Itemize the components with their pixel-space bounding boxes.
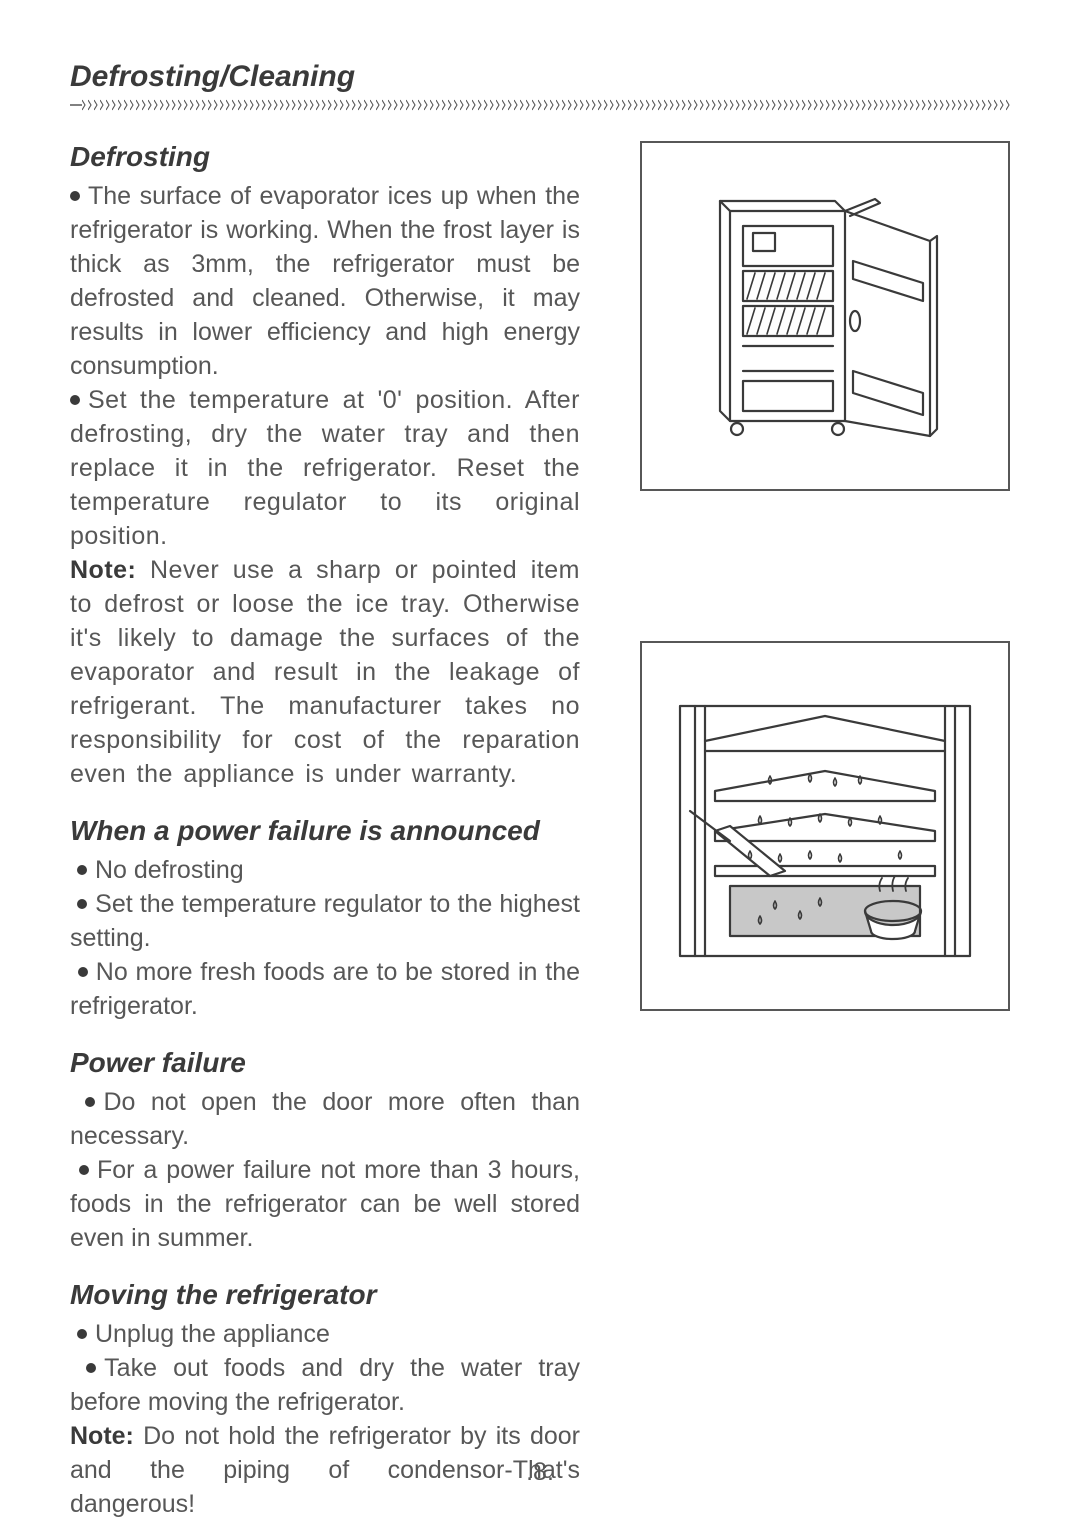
note-label: Note: [70, 1422, 134, 1450]
list-item: For a power failure not more than 3 hour… [70, 1153, 580, 1255]
note-paragraph: Note: Do not hold the refrigerator by it… [70, 1419, 580, 1521]
body-text: The surface of evaporator ices up when t… [70, 182, 580, 380]
body-text: Set the temperature regulator to the hig… [70, 890, 580, 952]
list-item: Take out foods and dry the water tray be… [70, 1351, 580, 1419]
note-paragraph: Note: Never use a sharp or pointed item … [70, 553, 580, 791]
figure-column [610, 141, 1010, 1521]
bullet-icon [86, 1363, 96, 1373]
chevron-divider [70, 98, 1010, 112]
body-text: Take out foods and dry the water tray be… [70, 1354, 580, 1416]
body-text: No defrosting [95, 856, 244, 884]
bullet-icon [77, 1329, 87, 1339]
text-column: Defrosting The surface of evaporator ice… [70, 141, 580, 1521]
note-text: Do not hold the refrigerator by its door… [70, 1422, 580, 1518]
refrigerator-open-icon [675, 171, 975, 461]
body-text: For a power failure not more than 3 hour… [70, 1156, 580, 1252]
page-title: Defrosting/Cleaning [70, 60, 1010, 94]
bullet-icon [77, 899, 87, 909]
bullet-icon [79, 1165, 89, 1175]
body-text: Set the temperature at '0' position. Aft… [70, 386, 580, 550]
list-item: No defrosting [70, 853, 580, 887]
body-text: Do not open the door more often than nec… [70, 1088, 580, 1150]
list-item: Set the temperature regulator to the hig… [70, 887, 580, 955]
section-heading-announced: When a power failure is announced [70, 815, 580, 847]
list-item: No more fresh foods are to be stored in … [70, 955, 580, 1023]
body-text: Unplug the appliance [95, 1320, 330, 1348]
figure-refrigerator-open [640, 141, 1010, 491]
figure-defrost-tray [640, 641, 1010, 1011]
list-item: Do not open the door more often than nec… [70, 1085, 580, 1153]
section-heading-defrosting: Defrosting [70, 141, 580, 173]
bullet-icon [70, 191, 80, 201]
content-columns: Defrosting The surface of evaporator ice… [70, 141, 1010, 1521]
section-heading-moving: Moving the refrigerator [70, 1279, 580, 1311]
note-label: Note: [70, 556, 136, 584]
body-text: No more fresh foods are to be stored in … [70, 958, 580, 1020]
note-text: Never use a sharp or pointed item to def… [70, 556, 580, 788]
bullet-icon [78, 967, 88, 977]
section-heading-failure: Power failure [70, 1047, 580, 1079]
list-item: Unplug the appliance [70, 1317, 580, 1351]
bullet-icon [77, 865, 87, 875]
paragraph: The surface of evaporator ices up when t… [70, 179, 580, 383]
bullet-icon [70, 395, 80, 405]
page-number: .8. [526, 1458, 554, 1487]
bullet-icon [85, 1097, 95, 1107]
paragraph: Set the temperature at '0' position. Aft… [70, 383, 580, 553]
defrost-tray-icon [660, 676, 990, 976]
